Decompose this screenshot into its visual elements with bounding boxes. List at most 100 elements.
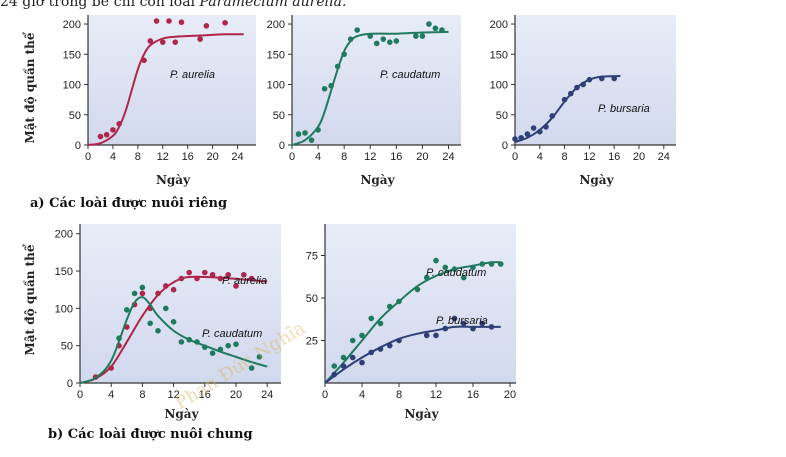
data-point	[451, 266, 458, 272]
data-point	[460, 274, 467, 281]
header-species: Paramecium aurelia.	[199, 0, 347, 10]
x-tick-label: 20	[504, 389, 516, 401]
data-point	[393, 38, 400, 44]
data-point	[347, 36, 354, 42]
y-tick-label: 50	[273, 110, 285, 122]
data-point	[549, 113, 555, 119]
x-tick-label: 12	[583, 151, 595, 163]
data-point	[580, 81, 586, 88]
series-label: P. aurelia	[222, 275, 267, 287]
data-point	[315, 127, 321, 133]
series-curve	[324, 325, 501, 384]
data-point	[248, 275, 255, 282]
data-point	[413, 33, 419, 39]
data-point	[225, 342, 231, 349]
data-point	[396, 337, 402, 344]
x-tick-label: 24	[231, 151, 243, 163]
x-tick-label: 20	[230, 389, 242, 401]
chart-5: 0 4 8 12 16 20 25 50 75 Ngày P. caudatum P. bursari…	[306, 224, 516, 421]
x-axis-title: Ngày	[360, 173, 395, 187]
chart-4: 0 4 8 12 16 20 24 0 50 100 150 200 Ngày Mật độ quần t…	[22, 224, 281, 421]
data-point	[97, 133, 104, 140]
data-point	[295, 131, 302, 137]
data-point	[359, 332, 365, 339]
data-point	[433, 257, 439, 264]
data-point	[159, 39, 166, 45]
data-point	[233, 341, 239, 347]
y-axis-title: Mật độ quần thể	[22, 32, 37, 143]
caption-a: a) Các loài được nuôi riêng	[30, 196, 228, 211]
data-point	[170, 286, 177, 293]
data-point	[518, 134, 524, 141]
data-point	[479, 261, 486, 267]
x-axis-title: Ngày	[579, 173, 614, 187]
y-tick-label: 200	[490, 19, 508, 31]
data-point	[377, 320, 384, 327]
data-point	[163, 283, 169, 289]
data-point	[131, 290, 138, 297]
data-point	[116, 335, 122, 342]
data-point	[139, 290, 146, 297]
x-axis-title: Ngày	[156, 173, 191, 187]
data-point	[256, 354, 263, 360]
x-tick-label: 0	[322, 389, 328, 401]
y-tick-label: 0	[279, 140, 285, 152]
x-tick-label: 16	[467, 389, 479, 401]
x-tick-label: 24	[658, 151, 670, 163]
data-point	[488, 324, 495, 330]
data-point	[426, 21, 432, 27]
series-label: P. caudatum	[426, 267, 486, 279]
y-tick-label: 25	[306, 336, 318, 348]
data-point	[217, 275, 224, 282]
x-tick-label: 0	[77, 389, 83, 401]
data-point	[488, 261, 495, 267]
y-tick-label: 75	[306, 251, 318, 263]
data-point	[331, 371, 338, 378]
x-tick-label: 12	[157, 151, 169, 163]
x-tick-label: 20	[633, 151, 645, 163]
data-point	[387, 39, 393, 45]
data-point	[386, 303, 393, 310]
data-point	[248, 365, 255, 371]
data-point	[209, 271, 216, 278]
data-point	[586, 76, 593, 83]
y-tick-label: 50	[306, 293, 318, 305]
data-point	[341, 51, 347, 58]
data-point	[334, 63, 341, 70]
y-tick-label: 150	[490, 49, 508, 61]
series-label: P. caudatum	[380, 69, 440, 81]
y-tick-label: 150	[63, 49, 81, 61]
x-tick-label: 8	[139, 389, 145, 401]
data-point	[460, 320, 467, 327]
data-point	[170, 319, 177, 325]
data-point	[186, 269, 192, 276]
data-point	[470, 325, 476, 332]
data-point	[512, 136, 518, 142]
data-point	[599, 75, 605, 82]
data-point	[432, 25, 439, 32]
y-tick-label: 0	[67, 378, 73, 390]
y-tick-label: 150	[55, 266, 73, 278]
plot-area	[515, 15, 676, 145]
y-tick-label: 200	[55, 229, 73, 241]
x-tick-label: 8	[135, 151, 141, 163]
data-point	[225, 271, 231, 278]
series-curve	[79, 296, 268, 384]
series-label: P. aurelia	[170, 69, 215, 81]
x-tick-label: 20	[206, 151, 218, 163]
x-tick-label: 12	[167, 389, 179, 401]
x-tick-label: 24	[261, 389, 273, 401]
data-point	[202, 344, 208, 350]
data-point	[349, 354, 356, 361]
data-point	[103, 131, 110, 138]
y-tick-label: 50	[69, 110, 81, 122]
x-tick-label: 0	[512, 151, 518, 163]
data-point	[186, 336, 192, 343]
data-point	[340, 363, 347, 369]
data-point	[153, 18, 160, 24]
series-label: P. caudatum	[202, 328, 262, 340]
data-point	[178, 19, 185, 26]
data-point	[439, 27, 445, 33]
series-label: P. bursaria	[598, 103, 650, 115]
